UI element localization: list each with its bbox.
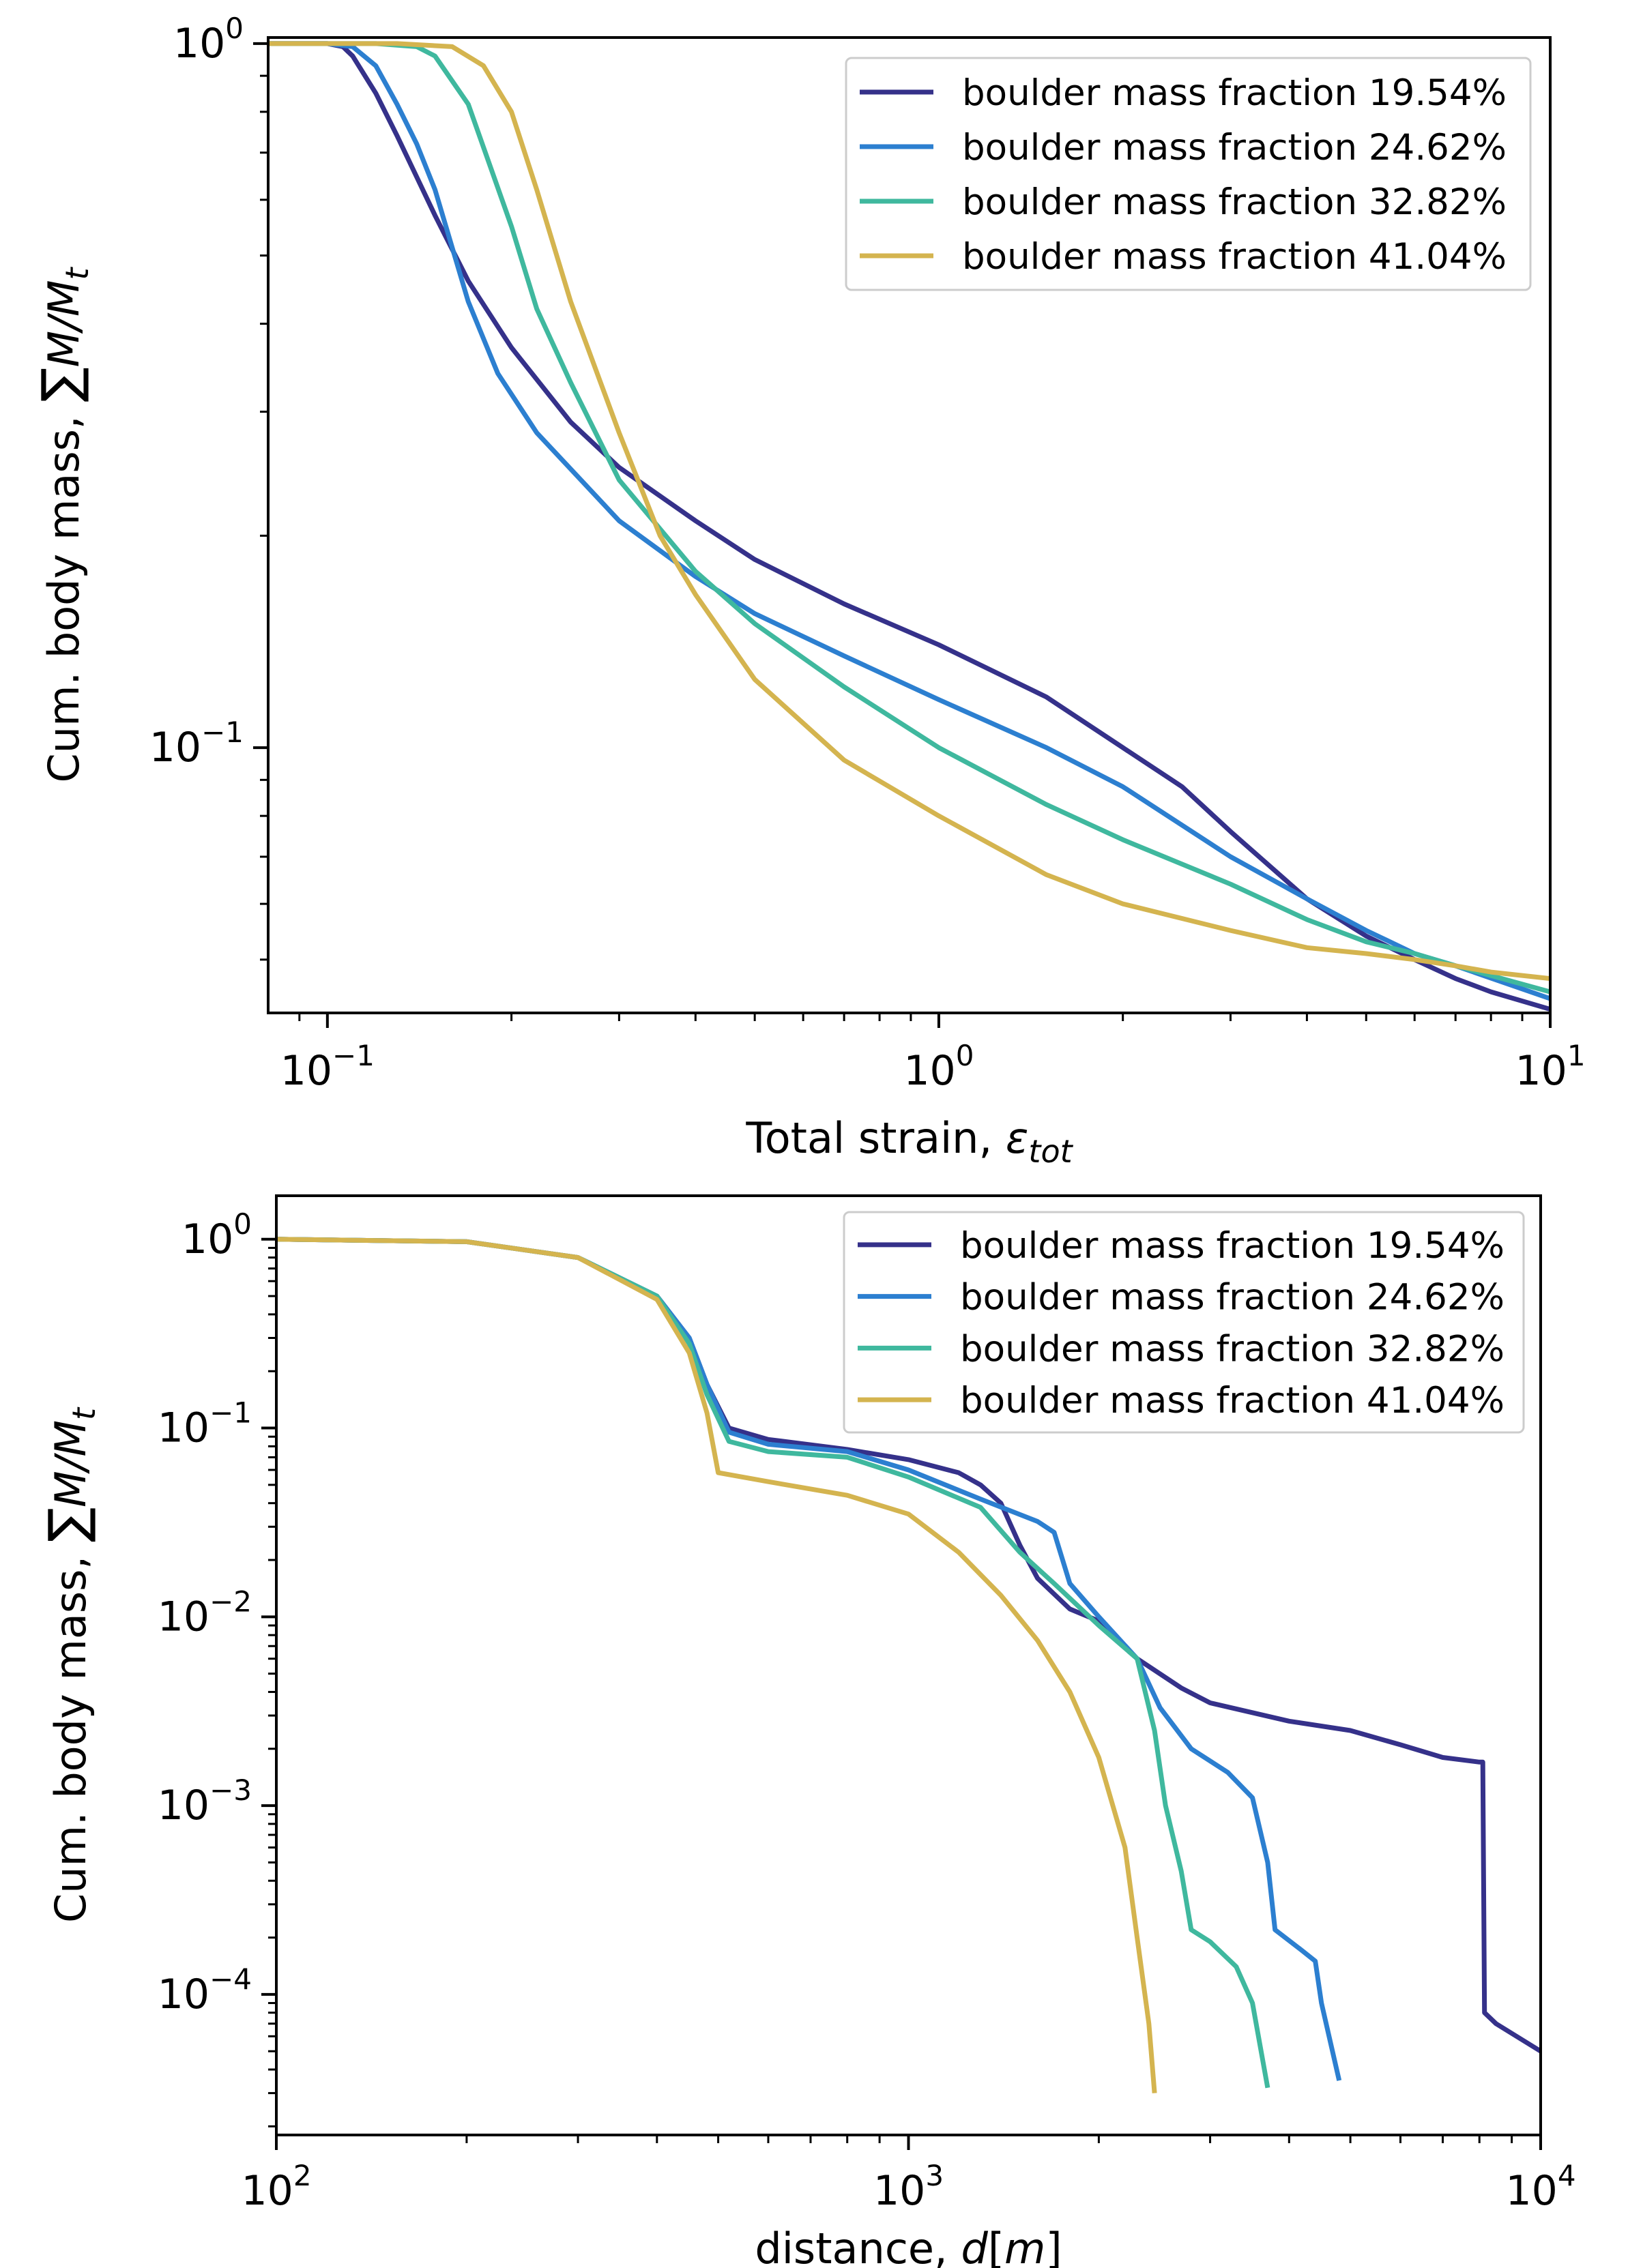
legend: boulder mass fraction 19.54% boulder mass… [845, 57, 1532, 291]
x-axis-label: Total strain, εtot [745, 1113, 1073, 1170]
series-line-3 [268, 41, 1550, 982]
y-tick-label: 10−4 [158, 1962, 252, 2018]
y-tick-label: 10−1 [158, 1396, 252, 1452]
legend-box [845, 57, 1532, 291]
legend-label-3: boulder mass fraction 41.04% [962, 236, 1507, 278]
legend-label-1: boulder mass fraction 24.62% [962, 127, 1507, 168]
legend-label-2: boulder mass fraction 32.82% [962, 181, 1507, 223]
y-axis-label: Cum. body mass, ∑M/Mt [30, 267, 96, 783]
x-tick-label: 104 [1505, 2159, 1575, 2215]
y-tick-label: 100 [181, 1207, 252, 1263]
legend-label-3: boulder mass fraction 41.04% [960, 1380, 1505, 1422]
legend: boulder mass fraction 19.54% boulder mass… [843, 1211, 1525, 1434]
legend-label-0: boulder mass fraction 19.54% [960, 1225, 1505, 1267]
legend-label-2: boulder mass fraction 32.82% [960, 1328, 1505, 1370]
x-axis-label: distance, d[m] [755, 2224, 1062, 2268]
series-line-2 [268, 41, 1550, 995]
x-tick-label: 10−1 [280, 1039, 375, 1095]
y-tick-label: 100 [173, 12, 244, 68]
bottom-panel-distance: 102 103 104 100 10−1 10−2 10−3 10−4 distance, d[… [37, 1194, 1576, 2268]
x-tick-label: 101 [1515, 1039, 1585, 1095]
legend-box [843, 1211, 1525, 1434]
plot-frame [267, 36, 1552, 1014]
y-tick-label: 10−2 [158, 1585, 252, 1640]
x-tick-label: 102 [241, 2159, 311, 2215]
series-line-0 [268, 41, 1550, 1012]
y-tick-label: 10−3 [158, 1773, 252, 1829]
x-tick-label: 103 [873, 2159, 944, 2215]
x-tick-label: 100 [903, 1039, 974, 1095]
series-line-2 [276, 1237, 1270, 2089]
y-tick-label: 10−1 [149, 716, 244, 771]
y-axis-label: Cum. body mass, ∑M/Mt [37, 1407, 102, 1923]
series-line-1 [268, 41, 1550, 1001]
top-panel-strain: 10−1 100 101 100 10−1 Total strain, εtot Cum. … [30, 12, 1586, 1170]
legend-label-1: boulder mass fraction 24.62% [960, 1277, 1505, 1319]
series-line-3 [276, 1237, 1157, 2093]
legend-label-0: boulder mass fraction 19.54% [962, 72, 1507, 114]
